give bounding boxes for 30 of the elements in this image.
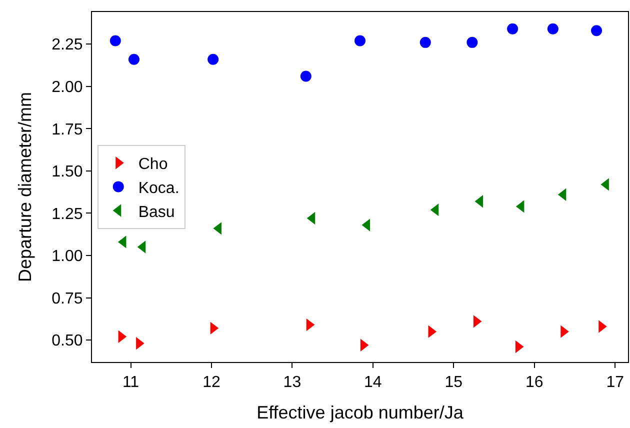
x-tick-label: 12 — [202, 374, 220, 392]
y-tick-label: 2.00 — [52, 79, 83, 96]
x-tick-label: 13 — [283, 374, 302, 392]
legend-label: Basu — [138, 204, 175, 221]
y-tick-label: 0.50 — [52, 332, 83, 350]
x-tick-label: 16 — [525, 374, 544, 392]
point — [547, 23, 558, 34]
x-axis-title: Effective jacob number/Ja — [256, 402, 464, 422]
legend-label: Cho — [138, 156, 168, 174]
x-tick-label: 11 — [122, 374, 140, 392]
point — [466, 36, 478, 48]
legend-label: Koca. — [138, 180, 180, 197]
point — [128, 54, 140, 65]
y-tick-label: 1.75 — [52, 121, 83, 138]
point — [591, 25, 602, 36]
point — [354, 35, 366, 46]
point — [110, 35, 121, 46]
x-tick-label: 17 — [606, 374, 624, 392]
point — [507, 23, 518, 34]
y-axis-title: Departure diameter/mm — [14, 92, 35, 282]
point — [420, 36, 431, 48]
y-tick-label: 2.25 — [52, 36, 83, 54]
y-tick-label: 1.25 — [52, 206, 83, 223]
x-tick-label: 15 — [444, 374, 463, 392]
y-tick-label: 0.75 — [52, 290, 83, 308]
x-tick-label: 14 — [364, 374, 382, 392]
y-tick-label: 1.00 — [52, 248, 83, 266]
y-tick-label: 1.50 — [52, 164, 83, 181]
point — [208, 54, 219, 65]
point — [300, 70, 312, 82]
